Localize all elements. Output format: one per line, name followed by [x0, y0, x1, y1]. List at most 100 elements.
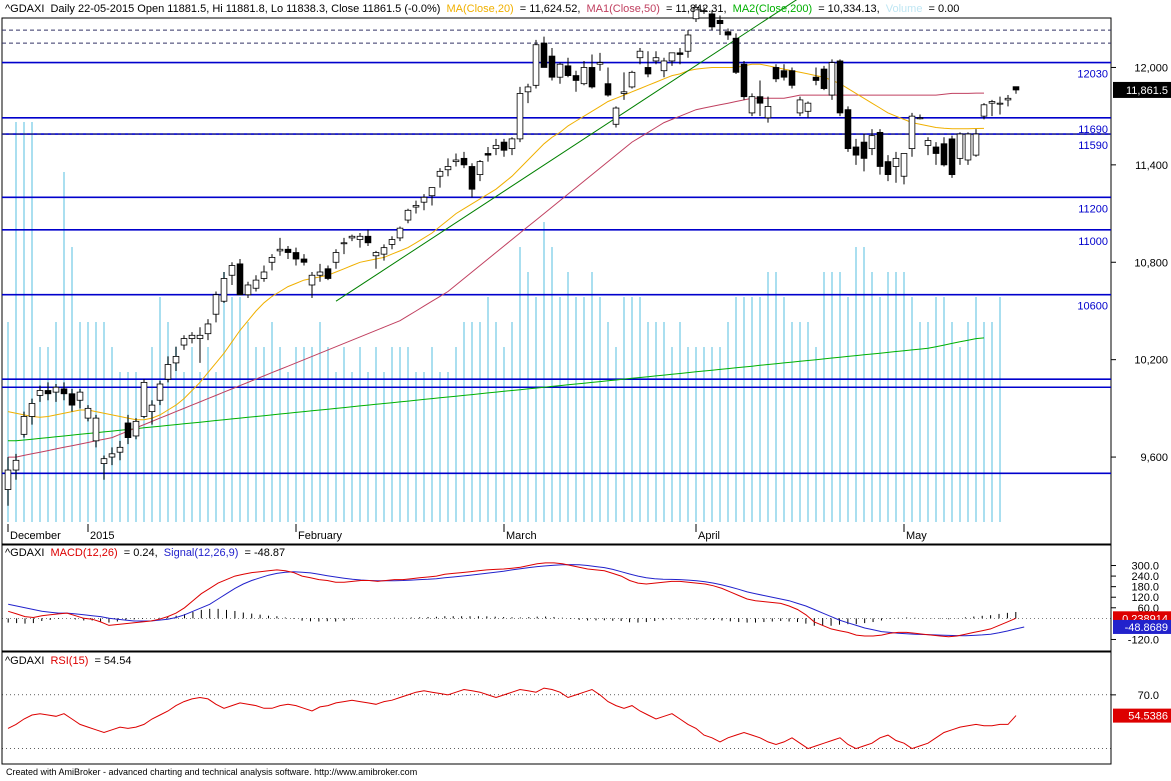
- candle-body: [364, 235, 372, 244]
- candle-body: [36, 390, 44, 396]
- candle-body: [4, 469, 12, 490]
- volume-bar: [799, 322, 801, 522]
- volume-bar: [543, 222, 545, 522]
- volume-bar: [71, 247, 73, 522]
- candle-body: [212, 294, 220, 315]
- volume-bar: [391, 347, 393, 522]
- volume-bar: [663, 322, 665, 522]
- volume-bar: [183, 372, 185, 522]
- candle-body: [860, 141, 868, 159]
- candlesticks: [4, 4, 1020, 506]
- volume-bar: [23, 122, 25, 522]
- volume-bar: [975, 297, 977, 522]
- candle-body: [884, 161, 892, 175]
- date-tick-label: February: [298, 530, 343, 542]
- volume-bar: [335, 372, 337, 522]
- macd-label: MACD(12,26): [50, 547, 117, 559]
- candle-body: [708, 13, 716, 28]
- volume-bar: [935, 297, 937, 522]
- volume-bar: [855, 247, 857, 522]
- volume-bar: [991, 322, 993, 522]
- signal-last-label: -48.8689: [1125, 622, 1168, 634]
- candle-body: [764, 106, 772, 119]
- price-tick-label: 10,200: [1134, 355, 1168, 367]
- volume-bar: [743, 297, 745, 522]
- candle-body: [844, 109, 852, 150]
- ma20-label: MA(Close,20): [446, 3, 513, 15]
- volume-bar: [887, 272, 889, 522]
- volume-bar: [487, 297, 489, 522]
- volume-bar: [919, 322, 921, 522]
- volume-bar: [671, 347, 673, 522]
- volume-bar: [199, 372, 201, 522]
- price-symbol: ^GDAXI: [5, 3, 44, 15]
- volume-bar: [679, 322, 681, 522]
- volume-bar: [79, 322, 81, 522]
- volume-bar: [967, 322, 969, 522]
- level-label: 11590: [1078, 140, 1108, 152]
- candle-body: [900, 153, 908, 177]
- level-label: 11690: [1078, 124, 1108, 136]
- volume-bar: [143, 397, 145, 522]
- date-tick-label: March: [506, 530, 537, 542]
- rsi-panel-frame: [1, 651, 1112, 765]
- candle-body: [340, 242, 348, 245]
- candle-body: [660, 60, 668, 72]
- candle-body: [980, 104, 988, 117]
- volume-bar: [519, 247, 521, 522]
- candle-body: [420, 196, 428, 203]
- candle-body: [796, 99, 804, 114]
- volume-bar: [343, 347, 345, 522]
- price-axis: 9,600 10,200 10,800 11,400 12,000 11,861.5: [1111, 62, 1171, 464]
- volume-bar: [367, 372, 369, 522]
- volume-bar: [591, 272, 593, 522]
- candle-body: [540, 42, 548, 68]
- candle-body: [876, 131, 884, 167]
- candle-body: [244, 284, 252, 296]
- price-header: ^GDAXI Daily 22-05-2015 Open 11881.5, Hi…: [5, 3, 959, 15]
- volume-bar: [359, 347, 361, 522]
- candle-body: [772, 67, 780, 80]
- volume-bar: [375, 347, 377, 522]
- date-axis: December 2015 February March April May: [7, 524, 927, 542]
- candle-body: [44, 390, 52, 395]
- volume-bar: [695, 347, 697, 522]
- volume-bar: [247, 322, 249, 522]
- volume-bar: [583, 297, 585, 522]
- volume-bar: [151, 347, 153, 522]
- candle-body: [780, 70, 788, 78]
- last-price-label: 11,861.5: [1126, 85, 1168, 97]
- candle-body: [820, 68, 828, 89]
- volume-bar: [831, 272, 833, 522]
- volume-bar: [943, 297, 945, 522]
- date-tick-label: 2015: [90, 530, 114, 542]
- candle-body: [500, 141, 508, 151]
- rsi-line: [7, 687, 1017, 750]
- candle-body: [156, 383, 164, 401]
- volume-bar: [455, 347, 457, 522]
- volume-bar: [215, 372, 217, 522]
- volume-bar: [607, 322, 609, 522]
- level-label: 11000: [1078, 236, 1108, 248]
- volume-bar: [759, 297, 761, 522]
- candle-body: [172, 356, 180, 364]
- candle-body: [716, 19, 724, 25]
- price-tick-label: 11,400: [1135, 160, 1168, 172]
- macd-symbol: ^GDAXI: [5, 547, 44, 559]
- volume-bar: [447, 372, 449, 522]
- candle-body: [532, 44, 540, 86]
- ma200-line: [8, 337, 985, 442]
- volume-bar: [463, 322, 465, 522]
- candle-body: [1004, 97, 1012, 101]
- candle-body: [164, 364, 172, 380]
- volume-bar: [535, 297, 537, 522]
- candle-body: [436, 170, 444, 177]
- volume-bar: [327, 347, 329, 522]
- rsi-last-label: 54.5386: [1128, 711, 1168, 723]
- candle-body: [732, 37, 740, 73]
- volume-bar: [927, 322, 929, 522]
- volume-bar: [567, 272, 569, 522]
- candle-body: [956, 133, 964, 159]
- candle-body: [580, 67, 588, 85]
